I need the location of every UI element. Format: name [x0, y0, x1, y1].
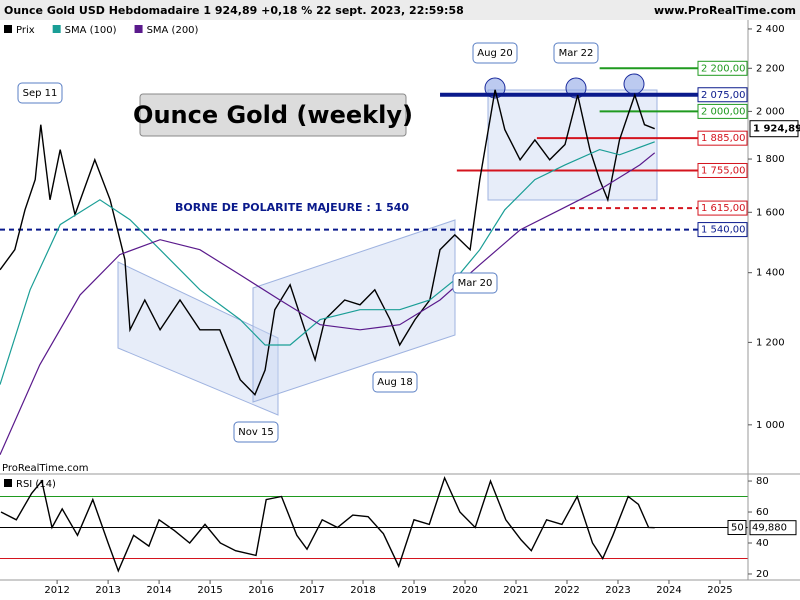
source: www.ProRealTime.com: [654, 4, 796, 17]
channel: [487, 89, 658, 201]
callout-box: [17, 82, 63, 104]
x-tick-label: 2020: [452, 585, 477, 596]
callout-box: [553, 42, 599, 64]
level-label-box: [727, 520, 747, 536]
level-label: 50: [731, 523, 744, 534]
x-tick-label: 2018: [350, 585, 375, 596]
callout-box: [472, 42, 518, 64]
x-tick-label: 2016: [248, 585, 273, 596]
level-label-box: [697, 200, 748, 216]
level-label: 1 540,00: [701, 225, 746, 236]
last-value-box: [749, 520, 797, 536]
level-label-box: [697, 60, 748, 76]
watermark: ProRealTime.com: [2, 463, 88, 474]
channel: [117, 261, 279, 416]
x-tick-label: 2021: [503, 585, 528, 596]
legend-label: Prix: [16, 25, 35, 36]
x-tick-label: 2024: [656, 585, 681, 596]
y-tick-label: 2 000: [756, 106, 785, 117]
y-tick-label: 1 400: [756, 268, 785, 279]
level-label: 2 200,00: [701, 63, 746, 74]
x-tick-label: 2025: [707, 585, 732, 596]
callout: Aug 18: [377, 377, 412, 388]
series-line: [0, 141, 655, 385]
x-tick-label: 2015: [197, 585, 222, 596]
x-tick-label: 2023: [605, 585, 630, 596]
header-bar: [0, 0, 800, 20]
callout-box: [452, 272, 498, 294]
legend-swatch: [52, 25, 61, 33]
series-line: [0, 475, 655, 573]
level-label: 1 885,00: [701, 133, 746, 144]
x-tick-label: 2017: [299, 585, 324, 596]
y-tick-label: 1 600: [756, 207, 785, 218]
x-tick-label: 2022: [554, 585, 579, 596]
callout-box: [233, 421, 279, 443]
x-tick-label: 2019: [401, 585, 426, 596]
legend-swatch: [4, 25, 12, 33]
level-label: 1 615,00: [701, 203, 746, 214]
level-label-box: [697, 130, 748, 146]
y-tick-label: 20: [756, 569, 769, 580]
y-tick-label: 1 200: [756, 337, 785, 348]
legend-label: RSI (14): [16, 479, 56, 490]
y-tick-label: 2 200: [756, 63, 785, 74]
legend-label: SMA (100): [65, 25, 117, 36]
last-price-box: [749, 120, 799, 138]
y-tick-label: 2 400: [756, 24, 785, 35]
last-value-label: 49,880: [752, 523, 787, 534]
level-label-box: [697, 162, 748, 178]
callout: Mar 20: [458, 278, 493, 289]
callout: Aug 20: [477, 48, 512, 59]
headline: Ounce Gold (weekly): [133, 101, 413, 129]
legend-swatch: [134, 25, 143, 33]
level-label-box: [697, 87, 748, 103]
level-label-box: [697, 103, 748, 119]
callout: Mar 22: [559, 48, 594, 59]
y-tick-label: 60: [756, 507, 769, 518]
series-line: [0, 152, 656, 455]
y-tick-label: 40: [756, 538, 769, 549]
legend-label: SMA (200): [147, 25, 199, 36]
chart-title: Ounce Gold USD Hebdomadaire 1 924,89 +0,…: [4, 4, 464, 17]
polarity-note: BORNE DE POLARITE MAJEURE : 1 540: [175, 201, 409, 214]
series-line: [0, 89, 655, 396]
level-label-box: [697, 222, 748, 238]
callout-box: [372, 371, 418, 393]
y-tick-label: 80: [756, 476, 769, 487]
headline-box: [139, 93, 407, 137]
level-label: 2 000,00: [701, 106, 746, 117]
y-tick-label: 1 000: [756, 420, 785, 431]
last-price-label: 1 924,89: [753, 124, 800, 135]
x-tick-label: 2012: [44, 585, 69, 596]
x-tick-label: 2014: [146, 585, 171, 596]
legend-swatch: [4, 479, 12, 487]
callout: Nov 15: [238, 427, 273, 438]
y-tick-label: 1 800: [756, 154, 785, 165]
top-circle: [623, 73, 645, 95]
x-tick-label: 2013: [95, 585, 120, 596]
callout: Sep 11: [23, 88, 58, 99]
level-label: 2 075,00: [701, 90, 746, 101]
level-label: 1 755,00: [701, 165, 746, 176]
